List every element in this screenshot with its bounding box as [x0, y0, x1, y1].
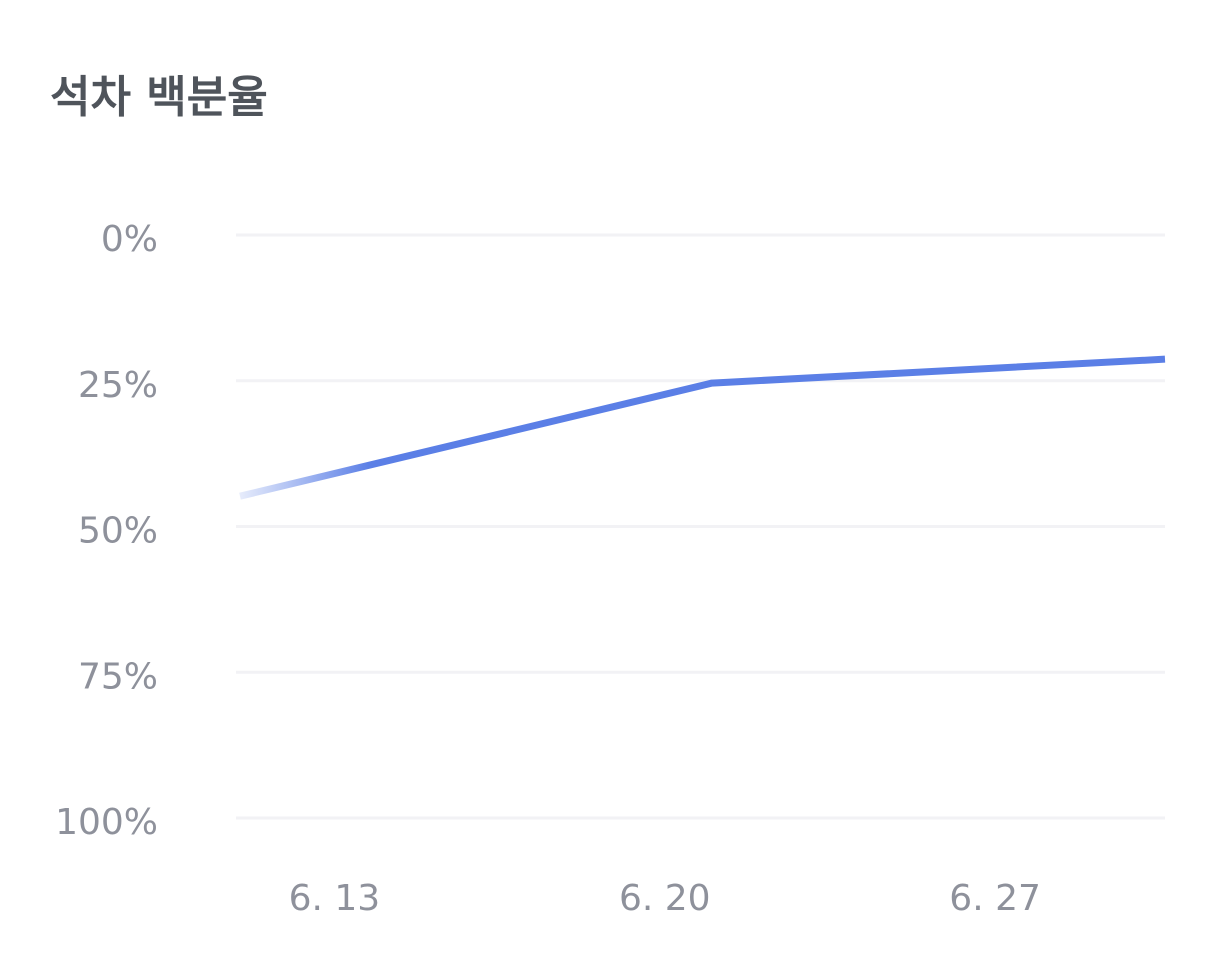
data-line: [239, 355, 1166, 500]
chart-title: 석차 백분율: [50, 72, 268, 123]
x-tick-label: 6. 13: [289, 878, 381, 919]
y-tick-label: 100%: [55, 802, 158, 843]
y-tick-label: 0%: [101, 219, 158, 260]
y-tick-label: 50%: [78, 511, 158, 552]
x-tick-label: 6. 27: [949, 878, 1041, 919]
x-tick-label: 6. 20: [619, 878, 711, 919]
y-tick-label: 75%: [78, 656, 158, 697]
y-tick-label: 25%: [78, 365, 158, 406]
